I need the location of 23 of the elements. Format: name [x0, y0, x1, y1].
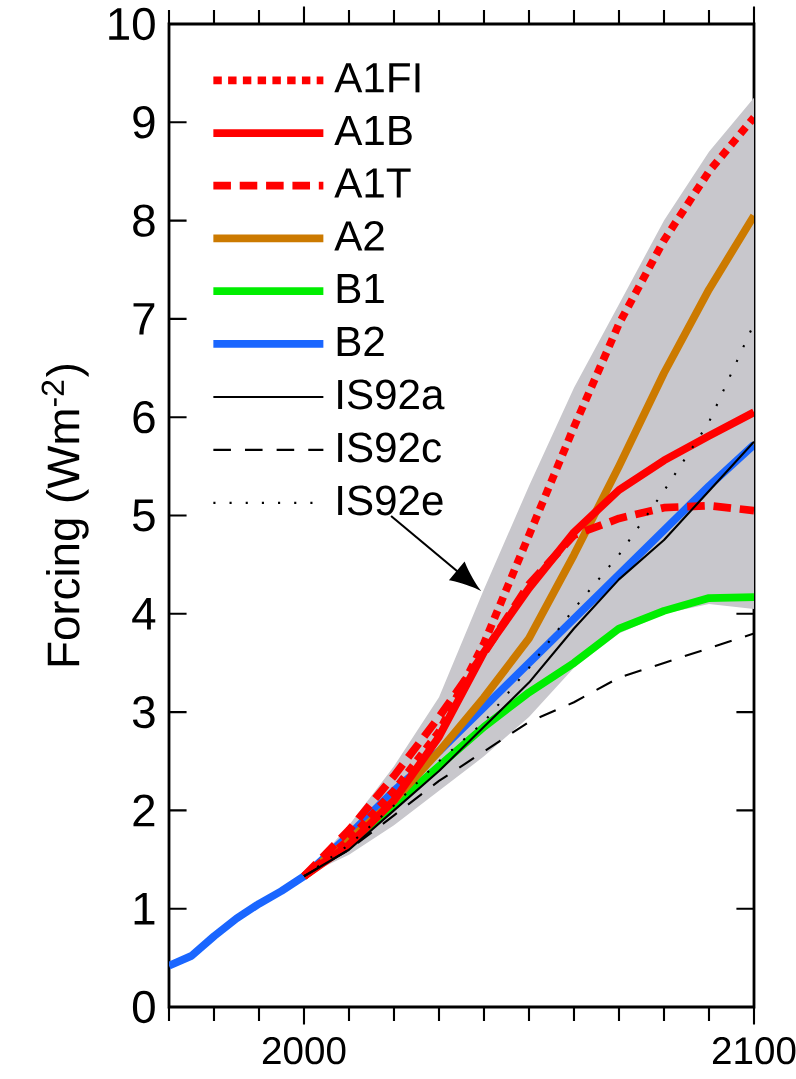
y-tick-label: 6 [133, 401, 155, 434]
x-tick-label: 2000 [262, 1037, 346, 1065]
legend-label: IS92c [338, 432, 441, 463]
legend-label: IS92a [338, 379, 445, 410]
legend-label: A1B [334, 115, 412, 145]
y-tick-label: 5 [132, 499, 155, 532]
y-tick-label: 1 [134, 893, 155, 925]
y-tick-label: 7 [133, 303, 155, 335]
y-tick-label: 3 [132, 695, 155, 729]
legend-label: A2 [334, 221, 384, 251]
legend-label: A1FI [334, 63, 420, 93]
y-tick-label: 10 [109, 7, 155, 41]
legend-label: B1 [337, 274, 384, 304]
y-tick-label: 4 [132, 598, 156, 630]
x-tick-label: 2100 [712, 1037, 796, 1065]
y-tick-label: 9 [133, 106, 155, 139]
y-tick-label: 0 [132, 990, 155, 1024]
legend-label: IS92e [338, 485, 443, 516]
legend-label: B2 [337, 326, 384, 357]
y-tick-label: 2 [133, 794, 155, 827]
y-tick-label: 8 [133, 204, 155, 237]
y-axis-title: Forcing (Wm$^{-2}$) [41, 364, 89, 666]
legend-label: A1T [334, 168, 411, 198]
